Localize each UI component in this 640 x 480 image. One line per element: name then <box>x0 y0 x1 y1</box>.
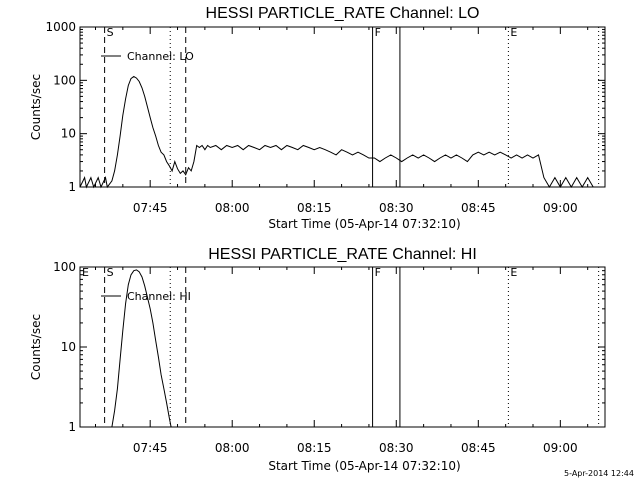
y-tick-label: 10 <box>61 340 76 354</box>
x-tick-label: 08:00 <box>215 201 250 215</box>
y-axis-label: Counts/sec <box>29 314 43 380</box>
y-tick-label: 1000 <box>45 20 76 34</box>
event-marker-label: E <box>510 26 517 39</box>
y-axis-label: Counts/sec <box>29 74 43 140</box>
y-tick-label: 100 <box>53 260 76 274</box>
legend-label: Channel: LO <box>127 50 194 63</box>
panel-hi: HESSI PARTICLE_RATE Channel: HI 1 10 100 07:… <box>29 246 606 473</box>
x-tick-label: 07:45 <box>133 441 168 455</box>
x-axis-label: Start Time (05-Apr-14 07:32:10) <box>268 217 460 231</box>
x-tick-label: 08:30 <box>379 441 414 455</box>
event-marker-label: S <box>107 26 114 39</box>
x-tick-label: 08:45 <box>461 201 496 215</box>
panel-lo: HESSI PARTICLE_RATE Channel: LO 1 10 100 100… <box>29 5 606 231</box>
y-tick-label: 1 <box>68 180 76 194</box>
x-tick-label: 07:45 <box>133 201 168 215</box>
timestamp-stamp: 5-Apr-2014 12:44 <box>564 469 634 478</box>
x-tick-label: 08:30 <box>379 201 414 215</box>
event-marker-label: E <box>510 266 517 279</box>
x-axis-label: Start Time (05-Apr-14 07:32:10) <box>268 459 460 473</box>
legend-label: Channel: HI <box>127 290 191 303</box>
x-tick-label: 08:00 <box>215 441 250 455</box>
chart-title: HESSI PARTICLE_RATE Channel: LO <box>206 5 480 22</box>
event-marker-label: F <box>375 26 381 39</box>
data-series-line <box>111 269 172 428</box>
x-tick-label: 09:00 <box>543 441 578 455</box>
y-tick-label: 1 <box>68 420 76 434</box>
y-tick-label: 10 <box>61 127 76 141</box>
event-marker-label: F <box>375 266 381 279</box>
x-tick-label: 09:00 <box>543 201 578 215</box>
data-series-line <box>79 75 594 189</box>
y-tick-label: 100 <box>53 73 76 87</box>
event-marker-label: S <box>107 266 114 279</box>
x-tick-label: 08:15 <box>297 441 332 455</box>
x-tick-label: 08:45 <box>461 441 496 455</box>
event-marker-label: E <box>82 266 89 279</box>
chart-title: HESSI PARTICLE_RATE Channel: HI <box>208 246 477 263</box>
x-tick-label: 08:15 <box>297 201 332 215</box>
